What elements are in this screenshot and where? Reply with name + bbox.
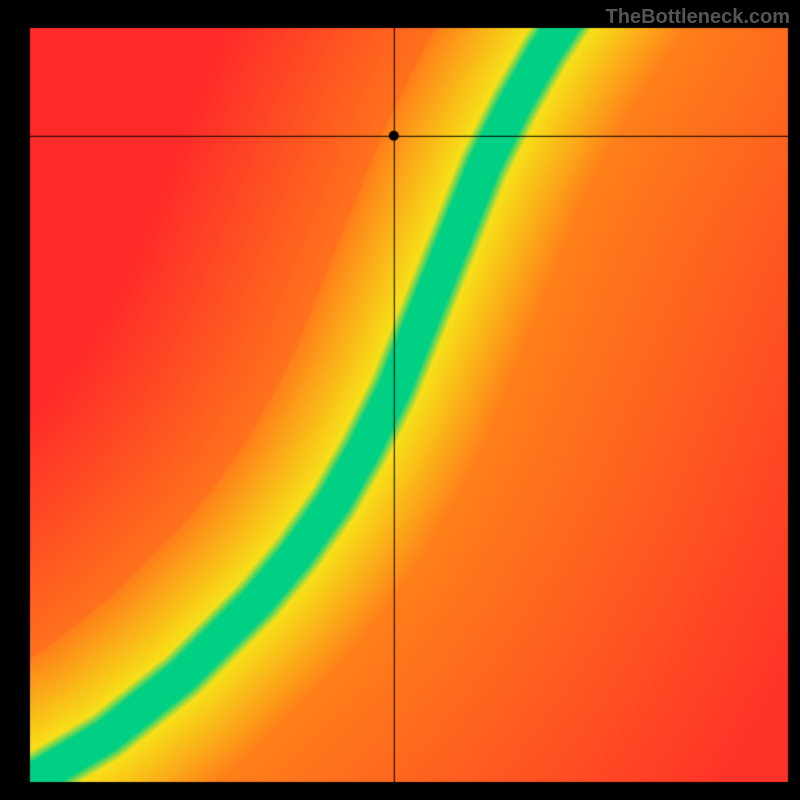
bottleneck-heatmap: [0, 0, 800, 800]
watermark-label: TheBottleneck.com: [606, 6, 790, 29]
chart-container: TheBottleneck.com: [0, 0, 800, 800]
